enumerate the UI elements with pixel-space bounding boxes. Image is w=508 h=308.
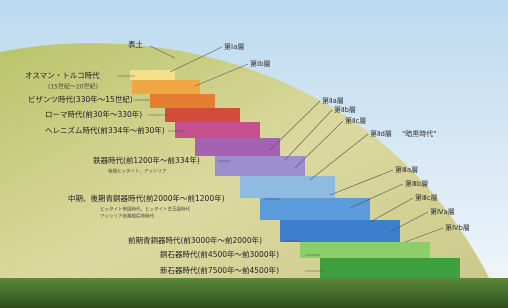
period-label: ヘレニズム時代(前334年～前30年) [45,125,165,135]
grass [0,278,508,308]
period-sub: (15世紀～20世紀) [48,83,98,91]
stratum-label: 第Ⅳa層 [430,207,455,216]
topsoil-label: 表土 [128,39,143,49]
dark-age-label: "暗黒時代" [402,129,436,138]
period-sub: ヒッタイト帝国時代、ヒッタイト古王国時代 [100,206,190,213]
period-sub: アッシリア商業植民地時代 [100,213,154,220]
stratum-label: 第Ⅲa層 [395,165,418,174]
stratum-label: 第Ⅲc層 [415,193,438,202]
stratum-label: 第Ⅱc層 [345,116,366,125]
period-label: 新石器時代(前7500年～前4500年) [160,265,279,275]
stratum-label: 第Ⅰb層 [250,59,271,68]
period-label: 銅石器時代(前4500年～前3000年) [160,249,279,259]
stratum-label: 第Ⅱb層 [334,105,356,114]
diagram: 表土 オスマン・トルコ時代 (15世紀～20世紀) ビザンツ時代(330年～15… [0,0,508,308]
stratum-label: 第Ⅳb層 [445,223,470,232]
period-label: 鉄器時代(前1200年～前334年) [93,155,200,165]
stratum-label: 第Ⅲb層 [405,179,428,188]
period-sub: 後期ヒッタイト、アッシリア [108,168,167,175]
stratum-label: 第Ⅱd層 [370,129,392,138]
stratum-label: 第Ⅱa層 [322,96,344,105]
period-label: ローマ時代(前30年～330年) [45,109,142,119]
period-label: ビザンツ時代(330年～15世紀) [28,94,133,104]
period-label: オスマン・トルコ時代 [25,70,100,80]
period-label: 中期、後期青銅器時代(前2000年～前1200年) [68,193,225,203]
stratum-label: 第Ⅰa層 [224,42,244,51]
period-label: 前期青銅器時代(前3000年～前2000年) [128,235,262,245]
